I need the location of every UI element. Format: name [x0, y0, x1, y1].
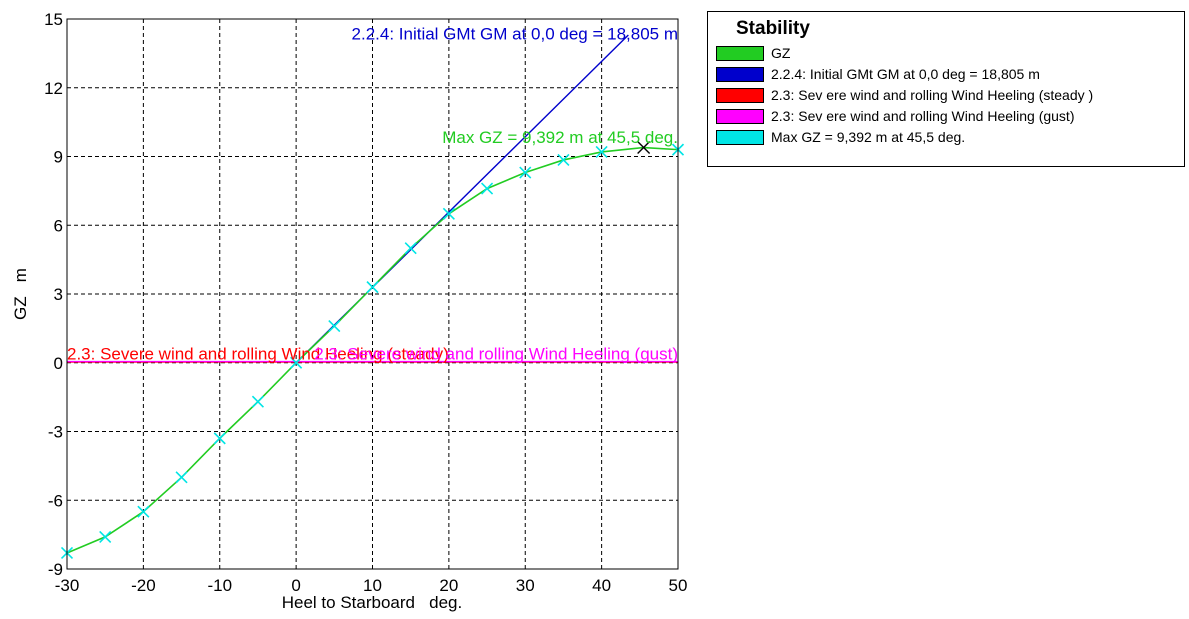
y-tick-label: 0: [54, 354, 63, 373]
legend: Stability GZ 2.2.4: Initial GMt GM at 0,0…: [707, 11, 1185, 167]
gz-point: [213, 432, 226, 445]
x-tick-label: -10: [207, 576, 232, 595]
max-gz-point: [637, 141, 651, 155]
x-tick-label: -20: [131, 576, 156, 595]
gz-point: [442, 207, 455, 220]
y-tick-label: 6: [54, 216, 63, 235]
y-tick-label: 3: [54, 285, 63, 304]
legend-label: 2.3: Sev ere wind and rolling Wind Heeli…: [771, 108, 1075, 124]
y-axis-label: GZ m: [11, 268, 30, 320]
legend-title: Stability: [736, 18, 810, 39]
gz-point: [519, 166, 532, 179]
y-tick-label: -6: [48, 491, 63, 510]
chart-annotation: 2.3: Severe wind and rolling Wind Heelin…: [67, 344, 449, 363]
x-tick-label: -30: [55, 576, 80, 595]
legend-item: 2.3: Sev ere wind and rolling Wind Heeli…: [716, 85, 1093, 105]
chart-annotation: 2.2.4: Initial GMt GM at 0,0 deg = 18,80…: [352, 25, 678, 44]
gz-point: [137, 505, 150, 518]
series-layer: [66, 34, 679, 554]
x-tick-label: 40: [592, 576, 611, 595]
gz-point: [328, 320, 341, 333]
x-tick-label: 50: [669, 576, 688, 595]
y-tick-label: 15: [44, 10, 63, 29]
legend-swatch: [716, 66, 764, 82]
legend-item: 2.2.4: Initial GMt GM at 0,0 deg = 18,80…: [716, 64, 1040, 84]
legend-item: Max GZ = 9,392 m at 45,5 deg.: [716, 127, 965, 147]
legend-item: 2.3: Sev ere wind and rolling Wind Heeli…: [716, 106, 1075, 126]
legend-swatch: [716, 45, 764, 61]
legend-label: 2.2.4: Initial GMt GM at 0,0 deg = 18,80…: [771, 66, 1040, 82]
legend-label: GZ: [771, 45, 791, 61]
x-tick-labels: -30 -20 -10 0 10 20 30 40 50: [55, 576, 688, 595]
x-tick-label: 30: [516, 576, 535, 595]
annotation-layer: 2.2.4: Initial GMt GM at 0,0 deg = 18,80…: [67, 25, 678, 364]
gz-point: [595, 145, 608, 158]
x-tick-label: 10: [363, 576, 382, 595]
legend-item: GZ: [716, 43, 790, 63]
x-tick-label: 0: [291, 576, 300, 595]
x-axis-label: Heel to Starboard deg.: [282, 593, 463, 612]
legend-label: Max GZ = 9,392 m at 45,5 deg.: [771, 129, 966, 145]
gz-point: [290, 356, 303, 369]
gz-point: [366, 281, 379, 294]
chart-annotation: 2.3: Severe wind and rolling Wind Heelin…: [314, 344, 678, 363]
legend-swatch: [716, 129, 764, 145]
gz-point: [251, 395, 265, 408]
gz-point: [480, 182, 494, 195]
y-tick-label: 12: [44, 79, 63, 98]
y-tick-labels: -9 -6 -3 0 3 6 9 12 15: [44, 10, 63, 579]
x-tick-label: 20: [439, 576, 458, 595]
gz-point: [175, 471, 188, 484]
stability-chart: 2.2.4: Initial GMt GM at 0,0 deg = 18,80…: [11, 10, 688, 612]
y-tick-label: -9: [48, 560, 63, 579]
plot-border: [66, 18, 679, 570]
y-tick-label: -3: [48, 423, 63, 442]
y-tick-label: 9: [54, 148, 63, 167]
chart-annotation: Max GZ = 9,392 m at 45,5 deg.: [442, 128, 678, 147]
legend-swatch: [716, 87, 764, 103]
gz-point: [99, 530, 112, 543]
legend-label: 2.3: Sev ere wind and rolling Wind Heeli…: [771, 87, 1094, 103]
legend-swatch: [716, 108, 764, 124]
gz-point: [404, 242, 417, 255]
gz-point: [557, 153, 570, 167]
